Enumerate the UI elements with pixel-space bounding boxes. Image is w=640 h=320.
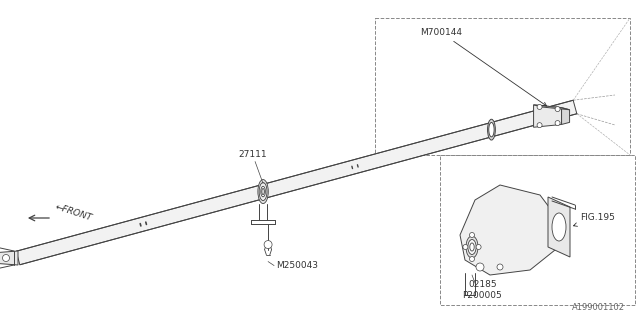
Circle shape [3,254,10,261]
Circle shape [463,244,468,250]
Circle shape [555,121,560,125]
Polygon shape [0,251,18,265]
Ellipse shape [262,188,264,195]
Polygon shape [16,100,577,265]
Text: A199001102: A199001102 [572,303,625,312]
Bar [375,18,630,155]
Ellipse shape [489,123,494,137]
Text: ←FRONT: ←FRONT [54,203,93,223]
Ellipse shape [468,239,476,254]
Ellipse shape [470,243,474,251]
Circle shape [497,264,503,270]
Circle shape [476,263,484,271]
Text: P200005: P200005 [462,291,502,300]
Circle shape [470,233,474,237]
Ellipse shape [552,213,566,241]
Polygon shape [460,185,555,275]
Ellipse shape [258,180,268,204]
Circle shape [537,104,542,109]
Polygon shape [548,197,570,257]
Bar [440,155,635,305]
Polygon shape [534,105,570,110]
Text: M700144: M700144 [420,28,547,106]
Circle shape [537,123,542,128]
Ellipse shape [259,182,267,201]
Circle shape [476,244,481,250]
Circle shape [470,257,474,261]
Polygon shape [534,105,561,127]
Circle shape [555,107,560,112]
Text: FIG.195: FIG.195 [573,213,615,226]
Text: 27111: 27111 [238,149,267,159]
Ellipse shape [261,186,266,197]
Text: 02185: 02185 [468,280,497,289]
Text: M250043: M250043 [276,260,318,269]
Ellipse shape [488,119,495,140]
Polygon shape [561,108,570,124]
Circle shape [264,241,272,249]
Ellipse shape [466,236,478,258]
